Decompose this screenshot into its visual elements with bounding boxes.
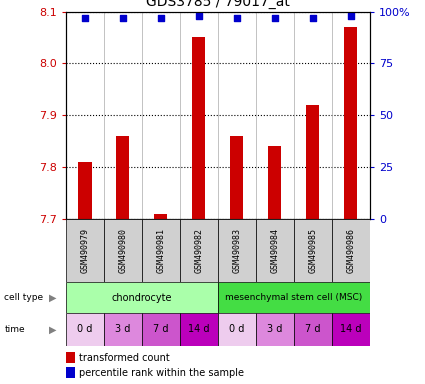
Text: GSM490981: GSM490981: [156, 228, 165, 273]
Bar: [104, 219, 142, 282]
Bar: [218, 313, 256, 346]
Bar: [230, 136, 244, 219]
Bar: [306, 105, 320, 219]
Bar: [104, 313, 142, 346]
Text: time: time: [4, 325, 25, 334]
Bar: [344, 27, 357, 219]
Bar: [218, 282, 370, 313]
Bar: [66, 219, 104, 282]
Point: [309, 15, 316, 21]
Text: percentile rank within the sample: percentile rank within the sample: [79, 368, 244, 378]
Text: 7 d: 7 d: [305, 324, 320, 334]
Text: 14 d: 14 d: [188, 324, 210, 334]
Bar: [332, 219, 370, 282]
Bar: [256, 219, 294, 282]
Text: cell type: cell type: [4, 293, 43, 302]
Text: GSM490982: GSM490982: [194, 228, 203, 273]
Bar: [294, 219, 332, 282]
Point: [82, 15, 88, 21]
Point: [272, 15, 278, 21]
Text: ▶: ▶: [49, 324, 57, 334]
Text: GSM490979: GSM490979: [80, 228, 89, 273]
Bar: [180, 219, 218, 282]
Text: mesenchymal stem cell (MSC): mesenchymal stem cell (MSC): [225, 293, 363, 302]
Bar: [78, 162, 91, 219]
Bar: [154, 214, 167, 219]
Text: 3 d: 3 d: [115, 324, 130, 334]
Point: [196, 13, 202, 19]
Text: 3 d: 3 d: [267, 324, 283, 334]
Title: GDS3785 / 79017_at: GDS3785 / 79017_at: [146, 0, 290, 9]
Text: GSM490986: GSM490986: [346, 228, 355, 273]
Bar: [256, 313, 294, 346]
Bar: [218, 219, 256, 282]
Text: 7 d: 7 d: [153, 324, 169, 334]
Text: chondrocyte: chondrocyte: [112, 293, 172, 303]
Text: GSM490984: GSM490984: [270, 228, 279, 273]
Text: 0 d: 0 d: [229, 324, 244, 334]
Bar: [142, 219, 180, 282]
Text: GSM490980: GSM490980: [118, 228, 127, 273]
Bar: [180, 313, 218, 346]
Point: [233, 15, 240, 21]
Text: 0 d: 0 d: [77, 324, 93, 334]
Text: GSM490985: GSM490985: [308, 228, 317, 273]
Text: transformed count: transformed count: [79, 353, 170, 362]
Point: [119, 15, 126, 21]
Point: [347, 13, 354, 19]
Bar: [332, 313, 370, 346]
Bar: [294, 313, 332, 346]
Point: [157, 15, 164, 21]
Bar: [66, 282, 218, 313]
Bar: [268, 146, 281, 219]
Bar: [192, 37, 205, 219]
Text: 14 d: 14 d: [340, 324, 362, 334]
Bar: [142, 313, 180, 346]
Text: ▶: ▶: [49, 293, 57, 303]
Bar: [116, 136, 130, 219]
Text: GSM490983: GSM490983: [232, 228, 241, 273]
Bar: [66, 313, 104, 346]
